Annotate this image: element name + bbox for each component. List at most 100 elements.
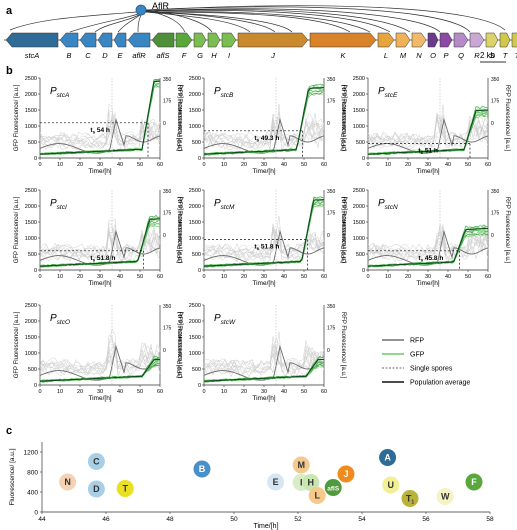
y-tick-label: 2500 xyxy=(25,188,37,194)
x-tick-label: 0 xyxy=(202,389,205,395)
y-tick-label: 1500 xyxy=(353,108,365,114)
y-tick-label: 500 xyxy=(28,252,37,258)
y-right-tick-label: 0 xyxy=(327,233,330,239)
gene-arrow xyxy=(237,32,309,48)
promoter-label: PstcO xyxy=(50,313,70,326)
x-tick-label: 10 xyxy=(221,389,227,395)
data-point xyxy=(87,480,105,498)
gene-arrow xyxy=(79,32,97,48)
onset-label: ts 45.8 h xyxy=(418,255,443,263)
y-tick-label: 500 xyxy=(28,367,37,373)
y-right-tick-label: 0 xyxy=(163,348,166,354)
y-axis-label: GFP Fluorescence/ [a.u.] xyxy=(14,84,20,151)
gene-arrow xyxy=(427,32,439,48)
x-tick-label: 60 xyxy=(321,162,327,168)
data-point xyxy=(292,456,310,474)
x-tick-label: 30 xyxy=(261,274,267,280)
gene-arrow xyxy=(469,32,485,48)
x-tick-label: 20 xyxy=(77,162,83,168)
x-tick-label: 10 xyxy=(385,274,391,280)
gene-label: M xyxy=(400,51,407,60)
x-tick-label: 0 xyxy=(38,162,41,168)
y-tick-label: 0 xyxy=(198,156,201,162)
x-tick-label: 40 xyxy=(117,389,123,395)
gene-label: J xyxy=(270,51,275,60)
y-tick-label: 1500 xyxy=(189,220,201,226)
y-tick-label: 2000 xyxy=(189,319,201,325)
gene-label: N xyxy=(416,51,422,60)
x-axis-label: Time/[h] xyxy=(252,280,275,287)
gene-arrow xyxy=(395,32,411,48)
y-tick-label: 1200 xyxy=(24,450,39,457)
y-tick-label: 1000 xyxy=(189,236,201,242)
gene-arrow xyxy=(309,32,377,48)
gene-label: C xyxy=(85,51,91,60)
x-tick-label: 40 xyxy=(445,162,451,168)
x-tick-label: 60 xyxy=(157,274,163,280)
x-tick-label: 10 xyxy=(57,274,63,280)
x-tick-label: 20 xyxy=(405,162,411,168)
x-axis-label: Time/[h] xyxy=(88,395,111,402)
x-tick-label: 60 xyxy=(321,389,327,395)
y-right-axis-label: RFP Fluorescence/ [a.u.] xyxy=(176,85,182,152)
x-tick-label: 20 xyxy=(241,162,247,168)
gene-arrow xyxy=(485,32,499,48)
gene-arrow xyxy=(113,32,127,48)
gene-label: H xyxy=(211,51,217,60)
x-tick-label: 30 xyxy=(97,274,103,280)
promoter-label: PstcB xyxy=(214,86,234,99)
y-right-tick-label: 350 xyxy=(491,189,500,195)
gene-arrow xyxy=(151,32,175,48)
data-point-label: W xyxy=(441,492,450,502)
x-tick-label: 40 xyxy=(281,274,287,280)
x-tick-label: 30 xyxy=(425,162,431,168)
onset-label: ts 54 h xyxy=(90,127,110,135)
gene-label: F xyxy=(182,51,187,60)
y-right-tick-label: 350 xyxy=(163,77,172,83)
y-tick-label: 0 xyxy=(362,268,365,274)
data-point-label: J xyxy=(343,469,348,479)
gene-label: P xyxy=(443,51,448,60)
x-tick-label: 40 xyxy=(445,274,451,280)
y-tick-label: 1000 xyxy=(25,236,37,242)
scale-bar-label: 2 kb xyxy=(480,51,496,60)
y-right-axis-label: RFP Fluorescence/ [a.u.] xyxy=(340,197,346,264)
data-point-label: B xyxy=(199,464,206,474)
x-tick-label: 60 xyxy=(321,274,327,280)
data-point xyxy=(193,460,211,478)
data-point xyxy=(324,479,342,496)
x-tick-label: 50 xyxy=(230,516,238,523)
y-axis-label: GFP Fluorescence/ [a.u.] xyxy=(14,311,20,378)
y-right-axis-label: RFP Fluorescence/ [a.u.] xyxy=(340,85,346,152)
data-point xyxy=(379,449,397,466)
y-right-tick-label: 175 xyxy=(327,99,336,105)
data-point xyxy=(436,488,454,505)
onset-label: ts 51.8 h xyxy=(90,255,115,263)
y-tick-label: 0 xyxy=(198,383,201,389)
gene-label: S xyxy=(489,51,494,60)
x-tick-label: 0 xyxy=(366,274,369,280)
y-axis-label: Fluorescence/ [a.u.] xyxy=(9,448,16,505)
y-tick-label: 0 xyxy=(34,268,37,274)
y-right-axis-label: RFP Fluorescence/ [a.u.] xyxy=(340,312,346,379)
y-axis-label: GFP Fluorescence/ [a.u.] xyxy=(178,311,184,378)
x-tick-label: 0 xyxy=(38,274,41,280)
y-right-axis-label: RFP Fluorescence/ [a.u.] xyxy=(176,312,182,379)
gene-label: O xyxy=(430,51,436,60)
data-point-label: T1 xyxy=(406,494,415,506)
regulator-label: AflR xyxy=(152,1,170,11)
y-tick-label: 2500 xyxy=(189,188,201,194)
x-tick-label: 50 xyxy=(137,274,143,280)
y-right-tick-label: 350 xyxy=(327,304,336,310)
y-right-tick-label: 175 xyxy=(491,99,500,105)
y-tick-label: 1000 xyxy=(189,351,201,357)
gene-arrow xyxy=(175,32,193,48)
x-axis-label: Time/[h] xyxy=(416,168,439,175)
panel-a-label: a xyxy=(6,5,13,17)
y-tick-label: 1500 xyxy=(25,335,37,341)
y-tick-label: 2500 xyxy=(189,303,201,309)
gene-arrows: stcABCDEaflRaflSFGHIJKLMNOPQRSTTUVW xyxy=(5,32,517,60)
data-point xyxy=(116,480,134,497)
